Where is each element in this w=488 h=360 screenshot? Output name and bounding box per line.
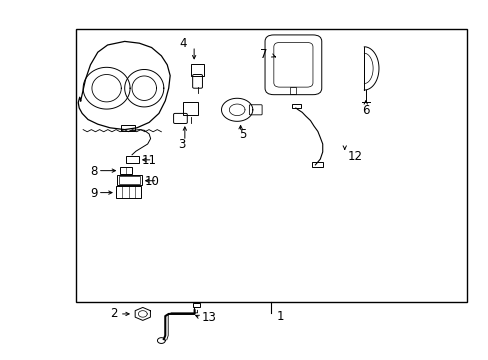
Bar [119, 176, 140, 184]
Text: 6: 6 [361, 104, 369, 117]
Bar [183, 102, 198, 115]
Text: 4: 4 [179, 37, 187, 50]
Bar [292, 104, 301, 108]
Bar [121, 125, 135, 131]
Bar [190, 64, 204, 76]
Text: 12: 12 [346, 150, 362, 163]
Text: 3: 3 [178, 138, 185, 150]
Text: 1: 1 [276, 310, 283, 323]
Text: 5: 5 [239, 129, 246, 141]
Text: 7: 7 [260, 48, 267, 60]
Bar [192, 303, 199, 307]
Bar [126, 156, 139, 163]
Bar [120, 167, 131, 174]
Bar [117, 175, 142, 185]
Text: 10: 10 [144, 175, 159, 188]
Text: 8: 8 [90, 165, 98, 178]
Text: 9: 9 [90, 187, 98, 200]
Text: 2: 2 [110, 307, 117, 320]
Text: 13: 13 [201, 311, 216, 324]
Bar [311, 162, 322, 167]
Bar [76, 29, 466, 302]
Bar [116, 186, 141, 198]
Bar [290, 87, 296, 94]
Text: 11: 11 [142, 154, 157, 167]
